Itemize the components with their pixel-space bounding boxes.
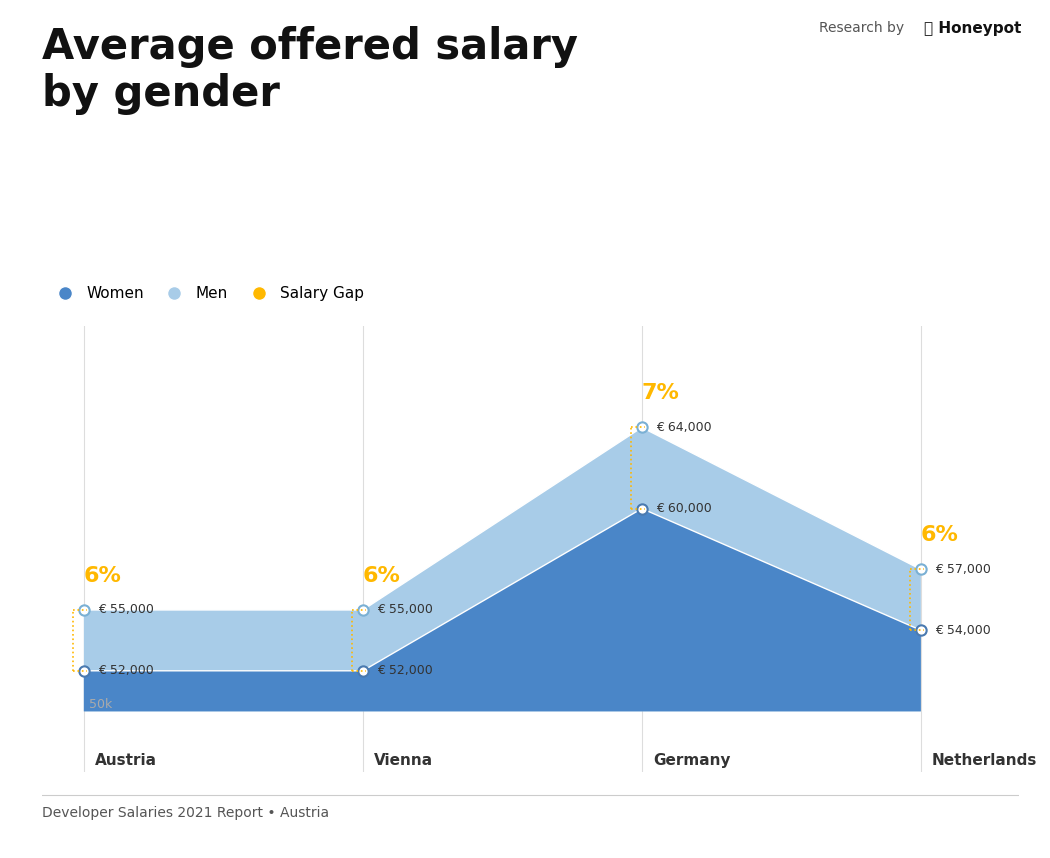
Point — [912, 563, 929, 577]
Text: 50k: 50k — [89, 698, 112, 711]
Legend: Women, Men, Salary Gap: Women, Men, Salary Gap — [49, 286, 364, 301]
Text: € 57,000: € 57,000 — [934, 563, 991, 576]
Text: € 52,000: € 52,000 — [98, 664, 153, 677]
Point — [76, 603, 92, 617]
Text: Germany: Germany — [653, 753, 731, 768]
Point — [355, 603, 372, 617]
Point — [912, 624, 929, 637]
Text: € 55,000: € 55,000 — [377, 603, 433, 616]
Text: Vienna: Vienna — [374, 753, 434, 768]
Polygon shape — [84, 427, 921, 711]
Point — [355, 664, 372, 678]
Text: 7%: 7% — [642, 384, 679, 403]
Text: € 64,000: € 64,000 — [656, 421, 712, 434]
Text: Research by: Research by — [819, 21, 904, 35]
Text: 6%: 6% — [84, 565, 122, 586]
Point — [633, 420, 650, 434]
Polygon shape — [84, 509, 921, 711]
Text: 🐝 Honeypot: 🐝 Honeypot — [924, 21, 1022, 36]
Text: Developer Salaries 2021 Report • Austria: Developer Salaries 2021 Report • Austria — [42, 807, 329, 820]
Text: Austria: Austria — [94, 753, 158, 768]
Point — [76, 664, 92, 678]
Text: 6%: 6% — [363, 565, 401, 586]
Text: € 54,000: € 54,000 — [934, 624, 990, 637]
Text: € 55,000: € 55,000 — [98, 603, 153, 616]
Text: Netherlands: Netherlands — [932, 753, 1037, 768]
Text: Average offered salary
by gender: Average offered salary by gender — [42, 26, 578, 115]
Point — [633, 502, 650, 516]
Text: € 52,000: € 52,000 — [377, 664, 433, 677]
Text: 6%: 6% — [921, 525, 959, 545]
Text: € 60,000: € 60,000 — [656, 502, 712, 515]
